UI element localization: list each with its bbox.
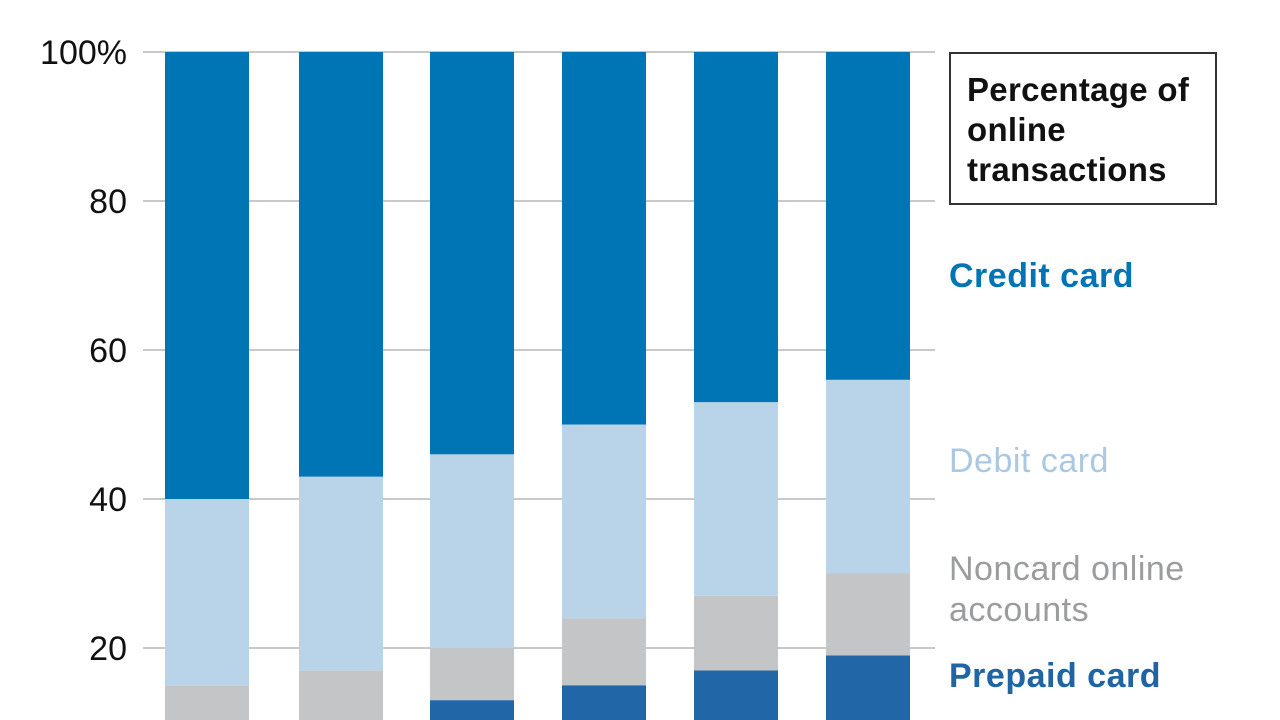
legend-prepaid-card: Prepaid card	[949, 657, 1161, 695]
y-tick-label: 100%	[40, 34, 127, 72]
gridlines	[143, 51, 935, 649]
y-tick-label: 80	[89, 183, 127, 221]
bar-segment-debit-card	[299, 476, 383, 671]
legend-debit-card: Debit card	[949, 442, 1109, 480]
bar-segment-debit-card	[694, 402, 778, 596]
bar-segment-prepaid-card	[826, 655, 910, 720]
bar-segment-credit-card	[826, 52, 910, 380]
bar-segment-debit-card	[430, 454, 514, 648]
bar-segment-credit-card	[299, 52, 383, 477]
annotation-line: Percentage of	[967, 71, 1190, 108]
y-tick-label: 20	[89, 630, 127, 668]
annotation-line: online	[967, 111, 1066, 148]
legend-noncard-online: Noncard online	[949, 550, 1185, 588]
bar-segment-credit-card	[165, 52, 249, 499]
bar-segment-noncard-online-accounts	[299, 670, 383, 720]
bars	[165, 52, 910, 720]
y-axis-ticks: 100% 80 60 40 20	[40, 34, 127, 668]
y-tick-label: 40	[89, 481, 127, 519]
bar-segment-prepaid-card	[562, 685, 646, 720]
annotation-line: transactions	[967, 151, 1167, 188]
chart-annotation-box: Percentage of online transactions	[949, 52, 1217, 205]
bar-segment-noncard-online-accounts	[826, 573, 910, 656]
bar-segment-debit-card	[826, 379, 910, 574]
bar-segment-prepaid-card	[430, 700, 514, 720]
bar-segment-noncard-online-accounts	[562, 618, 646, 686]
bar-segment-debit-card	[562, 424, 646, 619]
bar-segment-noncard-online-accounts	[165, 685, 249, 720]
bar-segment-noncard-online-accounts	[694, 595, 778, 671]
legend-noncard-accounts: accounts	[949, 591, 1090, 629]
bar-segment-credit-card	[430, 52, 514, 455]
bar-segment-credit-card	[562, 52, 646, 425]
bar-segment-noncard-online-accounts	[430, 648, 514, 701]
legend-credit-card: Credit card	[949, 257, 1134, 295]
bar-segment-credit-card	[694, 52, 778, 403]
bar-segment-debit-card	[165, 499, 249, 686]
y-tick-label: 60	[89, 332, 127, 370]
bar-segment-prepaid-card	[694, 670, 778, 720]
